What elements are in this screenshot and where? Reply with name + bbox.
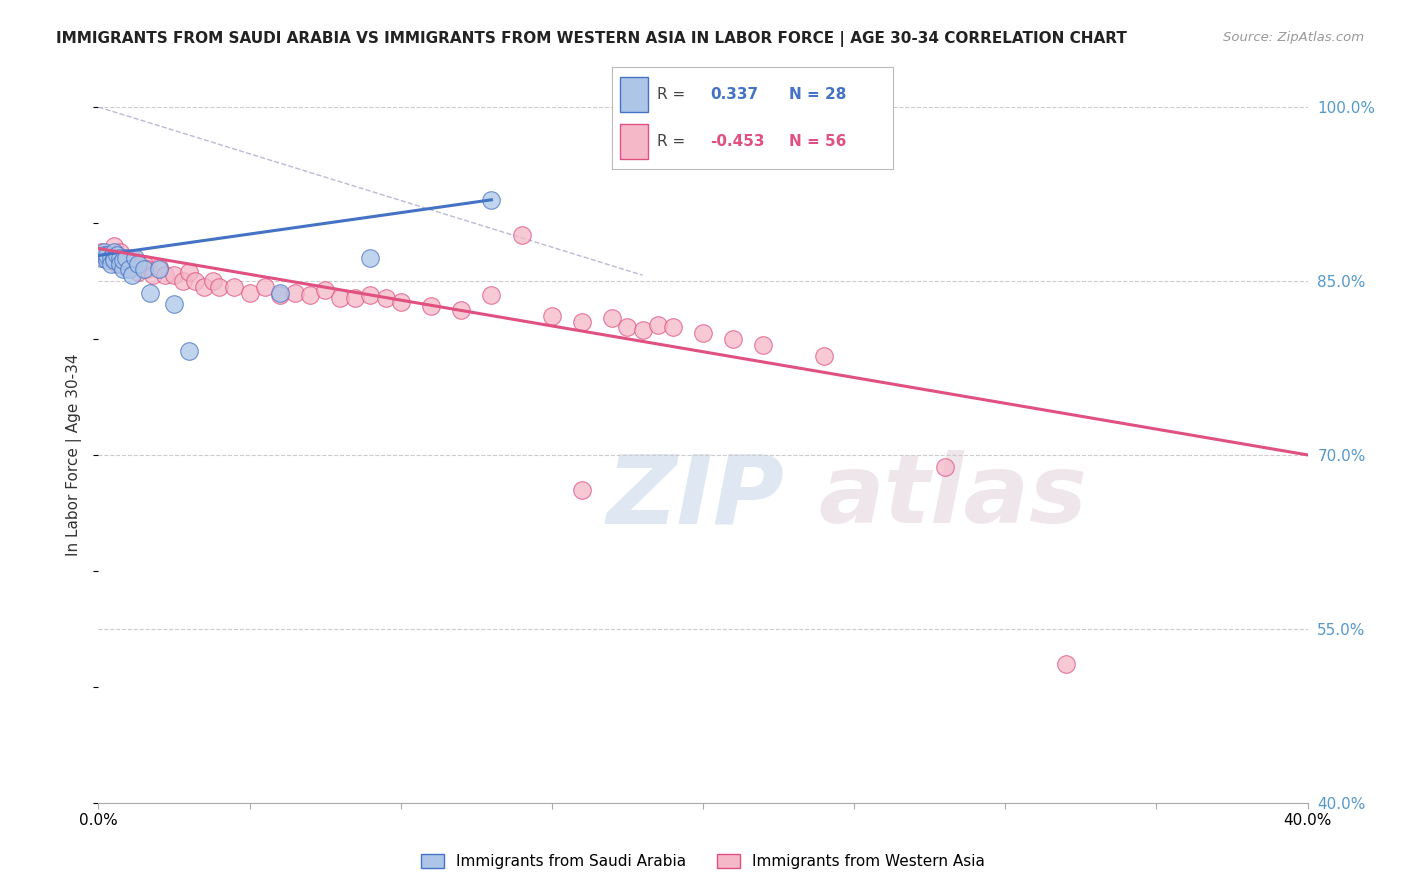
Point [135, 262, 157, 277]
Point [934, 459, 956, 474]
Point [103, 251, 125, 265]
Point [108, 257, 131, 271]
Point [314, 283, 336, 297]
Point [602, 311, 624, 326]
Point [118, 262, 141, 277]
Point [93, 244, 115, 259]
Point [132, 257, 155, 271]
Point [172, 274, 194, 288]
Point [344, 291, 367, 305]
Point [114, 260, 136, 274]
Point [481, 288, 503, 302]
Point [93, 248, 115, 262]
Point [163, 297, 186, 311]
Point [148, 262, 170, 277]
Text: ZIP: ZIP [606, 450, 785, 543]
Point [105, 257, 128, 271]
Bar [620, 77, 648, 112]
Point [692, 326, 714, 340]
Text: R =: R = [657, 135, 685, 149]
Point [253, 280, 276, 294]
Point [631, 323, 654, 337]
Text: IMMIGRANTS FROM SAUDI ARABIA VS IMMIGRANTS FROM WESTERN ASIA IN LABOR FORCE | AG: IMMIGRANTS FROM SAUDI ARABIA VS IMMIGRAN… [56, 31, 1128, 47]
Point [389, 294, 412, 309]
Point [121, 251, 143, 265]
Point [103, 239, 125, 253]
Point [124, 251, 146, 265]
Point [108, 251, 131, 265]
Point [571, 315, 593, 329]
Point [184, 274, 207, 288]
Text: N = 28: N = 28 [789, 87, 846, 102]
Point [540, 309, 562, 323]
Point [93, 251, 115, 265]
Point [299, 288, 322, 302]
Point [616, 320, 638, 334]
Point [239, 285, 262, 300]
Point [90, 244, 112, 259]
Point [108, 244, 131, 259]
Point [179, 343, 201, 358]
Text: Source: ZipAtlas.com: Source: ZipAtlas.com [1223, 31, 1364, 45]
Point [90, 251, 112, 265]
Point [103, 253, 125, 268]
Point [647, 318, 669, 332]
Point [224, 280, 246, 294]
Point [269, 288, 291, 302]
Point [723, 332, 745, 346]
Point [481, 193, 503, 207]
Point [132, 262, 155, 277]
Point [105, 248, 128, 262]
Point [153, 268, 176, 282]
Point [202, 274, 225, 288]
Point [127, 265, 149, 279]
Point [124, 260, 146, 274]
Point [284, 285, 307, 300]
Point [193, 280, 215, 294]
Point [142, 268, 165, 282]
Point [121, 268, 143, 282]
Bar [620, 124, 648, 159]
Legend: Immigrants from Saudi Arabia, Immigrants from Western Asia: Immigrants from Saudi Arabia, Immigrants… [415, 848, 991, 875]
Text: N = 56: N = 56 [789, 135, 846, 149]
Point [114, 251, 136, 265]
Point [100, 251, 122, 265]
Point [179, 265, 201, 279]
Point [148, 260, 170, 274]
Point [127, 257, 149, 271]
Point [1054, 657, 1077, 671]
Text: -0.453: -0.453 [710, 135, 765, 149]
Text: atlas: atlas [818, 450, 1087, 543]
Point [450, 303, 472, 318]
Point [329, 291, 352, 305]
Point [360, 288, 382, 302]
Point [100, 253, 122, 268]
Point [420, 300, 443, 314]
Point [111, 257, 134, 271]
Point [118, 257, 141, 271]
Point [208, 280, 231, 294]
Point [139, 285, 162, 300]
Y-axis label: In Labor Force | Age 30-34: In Labor Force | Age 30-34 [66, 353, 83, 557]
Point [374, 291, 396, 305]
Text: 0.337: 0.337 [710, 87, 758, 102]
Point [752, 337, 775, 351]
Point [111, 253, 134, 268]
Point [662, 320, 685, 334]
Text: R =: R = [657, 87, 685, 102]
Point [571, 483, 593, 497]
Point [360, 251, 382, 265]
Point [103, 251, 125, 265]
Point [269, 285, 291, 300]
Point [96, 248, 118, 262]
Point [813, 349, 835, 363]
Point [96, 253, 118, 268]
Point [96, 248, 118, 262]
Point [111, 262, 134, 277]
Point [163, 268, 186, 282]
Point [103, 244, 125, 259]
Point [100, 257, 122, 271]
Point [510, 227, 533, 242]
